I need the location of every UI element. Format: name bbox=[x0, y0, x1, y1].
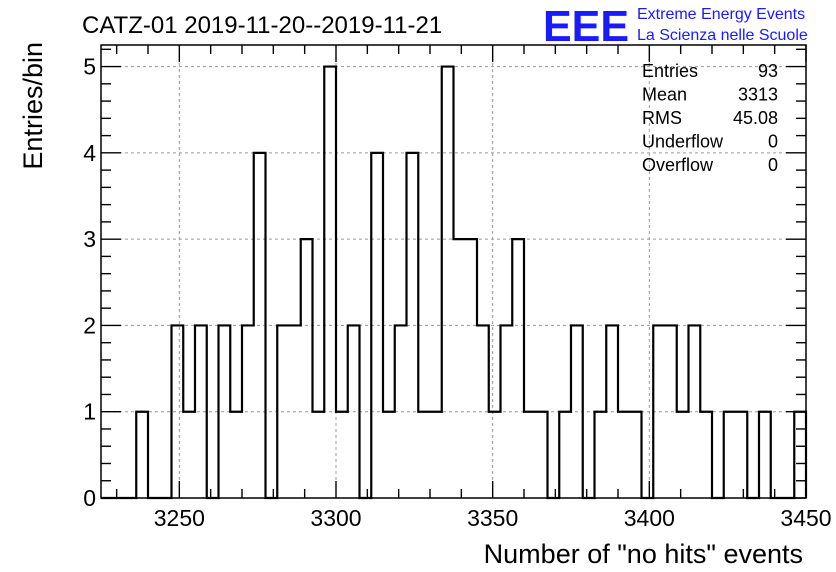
y-tick-label: 0 bbox=[83, 485, 96, 511]
stats-value: 0 bbox=[768, 155, 778, 175]
histogram-bin bbox=[360, 153, 372, 498]
y-tick-label: 1 bbox=[83, 399, 96, 425]
y-tick-label: 4 bbox=[83, 140, 96, 166]
histogram-bin bbox=[125, 412, 137, 498]
tick-labels: 3250 3300 3350 3400 3450 0 1 2 3 4 5 bbox=[83, 54, 831, 531]
axis-ticks bbox=[101, 45, 807, 499]
y-tick-label: 5 bbox=[83, 54, 96, 80]
x-tick-label: 3250 bbox=[154, 505, 205, 531]
histogram-bin bbox=[418, 412, 430, 498]
stats-value: 93 bbox=[758, 61, 778, 81]
histogram-bin bbox=[501, 239, 513, 498]
histogram-bin bbox=[442, 239, 454, 498]
stats-label: Overflow bbox=[642, 155, 714, 175]
histogram-bin bbox=[324, 412, 336, 498]
histogram-bin bbox=[160, 325, 172, 498]
histogram-bin bbox=[559, 325, 571, 498]
histogram-bin bbox=[524, 412, 536, 498]
y-axis-label: Entries/bin bbox=[18, 42, 48, 170]
histogram-bin bbox=[383, 325, 395, 498]
histogram-bin bbox=[289, 239, 301, 498]
histogram-bin bbox=[454, 239, 466, 498]
histogram-bin bbox=[277, 325, 289, 498]
histogram-bin bbox=[230, 325, 242, 498]
eee-logo-mark: EEE bbox=[543, 2, 629, 51]
histogram-bin bbox=[266, 325, 278, 498]
histogram-bin bbox=[430, 67, 442, 498]
histogram-bin bbox=[172, 412, 184, 498]
stats-label: Underflow bbox=[642, 132, 724, 152]
histogram-bin bbox=[489, 325, 501, 498]
histogram-bin bbox=[665, 412, 677, 498]
histogram-bin bbox=[618, 412, 630, 498]
histogram-bin bbox=[642, 325, 654, 498]
plot-frame bbox=[100, 44, 807, 499]
histogram-bin bbox=[783, 412, 795, 498]
histogram-bin bbox=[313, 67, 325, 498]
stats-label: Entries bbox=[642, 61, 698, 81]
histogram-bin bbox=[407, 412, 419, 498]
histogram-bin bbox=[371, 412, 383, 498]
histogram-bin bbox=[606, 412, 618, 498]
stats-label: Mean bbox=[642, 85, 687, 105]
histogram-bin bbox=[712, 412, 724, 498]
histogram-bin bbox=[548, 412, 560, 498]
histogram-bin bbox=[477, 412, 489, 498]
logo-line-2: La Scienza nelle Scuole bbox=[637, 27, 808, 44]
histogram-bin bbox=[512, 412, 524, 498]
histogram-bin bbox=[183, 325, 195, 498]
histogram-bin bbox=[677, 325, 689, 498]
stats-value: 0 bbox=[768, 132, 778, 152]
histogram-bin bbox=[395, 153, 407, 498]
histogram-bin bbox=[336, 325, 348, 498]
y-tick-label: 2 bbox=[83, 312, 96, 338]
stats-value: 3313 bbox=[738, 85, 778, 105]
eee-logo: EEE Extreme Energy Events La Scienza nel… bbox=[543, 2, 808, 51]
histogram-bin bbox=[207, 325, 219, 498]
logo-line-1: Extreme Energy Events bbox=[637, 6, 805, 23]
x-axis-label: Number of "no hits" events bbox=[484, 539, 803, 569]
histogram-bin bbox=[595, 325, 607, 498]
x-tick-label: 3300 bbox=[310, 505, 361, 531]
x-tick-label: 3450 bbox=[780, 505, 831, 531]
histogram-series bbox=[101, 65, 808, 500]
chart-title: CATZ-01 2019-11-20--2019-11-21 bbox=[82, 12, 442, 39]
x-tick-label: 3400 bbox=[624, 505, 675, 531]
histogram-bin bbox=[583, 412, 595, 498]
histogram-bin bbox=[653, 325, 665, 498]
stats-box: Entries 93 Mean 3313 RMS 45.08 Underflow 0 Overf… bbox=[642, 61, 778, 175]
y-tick-label: 3 bbox=[83, 226, 96, 252]
histogram-bin bbox=[724, 412, 736, 498]
stats-label: RMS bbox=[642, 108, 682, 128]
histogram-bin bbox=[465, 325, 477, 498]
histogram-bin bbox=[219, 412, 231, 498]
stats-value: 45.08 bbox=[733, 108, 778, 128]
histogram-bin bbox=[301, 412, 313, 498]
histogram-bin bbox=[689, 412, 701, 498]
histogram-outline bbox=[101, 65, 808, 500]
histogram-bin bbox=[242, 153, 254, 498]
x-tick-label: 3350 bbox=[467, 505, 518, 531]
histogram-bin bbox=[747, 412, 759, 498]
